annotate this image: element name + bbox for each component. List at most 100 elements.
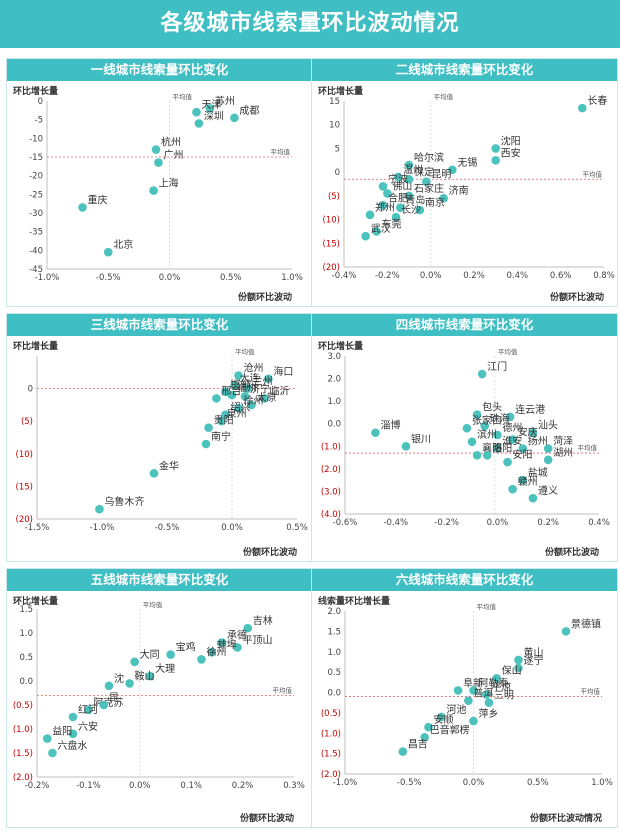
y-tick-label: 1.5: [19, 605, 33, 615]
data-point: [78, 203, 87, 212]
data-point-label: 济宁: [250, 382, 270, 395]
data-point-label: 济南: [449, 184, 469, 197]
y-tick-label: 0.0: [327, 420, 341, 430]
data-point: [149, 186, 158, 195]
data-point: [448, 165, 457, 175]
data-point: [207, 647, 217, 657]
y-tick-label: (0.5): [13, 701, 33, 711]
data-point-label: 平顶山: [242, 634, 272, 646]
y-tick-label: -10: [29, 134, 43, 144]
data-point-label: 邯郸: [231, 378, 251, 391]
data-point-label: 徐州: [206, 645, 226, 658]
data-point: [154, 158, 163, 167]
data-point-label: 连云港: [515, 403, 545, 416]
tier1-scatter-plot: -45 -40 -35 -30 -25 -20 -15 -10 -5 0 -1.0% -0.5% 0.0…: [13, 85, 303, 303]
x-tick-label: -0.2%: [434, 518, 459, 528]
y-tick-label: -5: [35, 116, 43, 126]
data-point: [192, 107, 201, 117]
data-point: [401, 441, 411, 451]
y-axis-title: 线索量环比增长量: [318, 595, 390, 607]
y-axis-title: 环比增长量: [13, 85, 58, 97]
data-point-label: 南宁: [211, 430, 231, 443]
y-tick-label: (15): [323, 239, 340, 249]
data-point: [205, 104, 215, 113]
data-point-label: 无锡: [457, 156, 477, 169]
data-point: [221, 410, 230, 419]
y-tick-label: 1.5: [327, 627, 341, 637]
data-point-label: 红河: [78, 703, 98, 716]
tier3-chart-panel: 三线城市线索量环比变化 (20) (15) (10) (5) 0 -1.5% -1.0% -0…: [6, 313, 313, 562]
data-point-label: 银川: [411, 432, 431, 445]
data-point: [230, 113, 239, 123]
data-point: [561, 627, 571, 636]
y-tick-label: (5): [328, 192, 340, 202]
data-point: [491, 155, 500, 165]
data-point: [472, 451, 482, 460]
y-tick-label: 2.0: [327, 375, 341, 385]
y-tick-label: 0.0: [19, 677, 33, 687]
data-point-label: 淮安: [502, 435, 522, 448]
data-point: [528, 428, 538, 438]
data-point-label: 宝鸡: [176, 641, 196, 654]
data-point: [234, 371, 243, 380]
tier1-chart-title: 一线城市线索量环比变化: [7, 59, 312, 81]
data-point: [243, 384, 252, 393]
data-point-label: 青岛: [405, 194, 425, 207]
data-point-label: 大连: [240, 371, 260, 384]
data-point: [578, 103, 587, 113]
y-tick-label: 0: [38, 97, 43, 107]
data-point: [508, 484, 517, 494]
tier2-scatter-plot: (20) (15) (10) (5) 0 5 10 15 -0.4% -0.2% 0.0% 0.2% 0…: [318, 85, 615, 303]
data-point-label: 大同: [140, 648, 160, 661]
x-tick-label: 0.0%: [420, 271, 442, 281]
y-axis-title: 环比增长量: [318, 340, 363, 352]
x-tick-label: 0.0%: [129, 781, 151, 791]
data-point: [201, 439, 211, 449]
data-point-label: 张家口: [472, 414, 502, 427]
x-tick-label: 0.5%: [220, 273, 242, 283]
data-point-label: 湖州: [553, 447, 573, 459]
data-point-label: 沈阳: [501, 134, 521, 147]
tier3-chart-title: 三线城市线索量环比变化: [7, 314, 312, 336]
data-point-label: 贵阳: [214, 414, 234, 427]
data-point: [420, 733, 429, 742]
data-point: [151, 145, 161, 154]
data-point: [104, 681, 114, 691]
data-point-label: 洛阳: [492, 441, 512, 454]
data-point: [415, 205, 425, 215]
x-tick-label: 0.0%: [159, 273, 181, 283]
data-point: [212, 394, 221, 403]
data-point-label: 合肥: [388, 191, 408, 204]
data-point: [240, 392, 250, 401]
data-point: [95, 504, 104, 514]
data-point: [221, 387, 230, 397]
data-point-label: 昌吉: [408, 739, 428, 751]
tier6-scatter-plot: (2.0) (1.5) (1.0) (0.5) 0.0 0.5 1.0 1.5 2.0 -1.0%…: [318, 595, 613, 824]
x-tick-label: 0.0%: [487, 518, 509, 528]
data-point: [194, 119, 204, 128]
data-point: [42, 734, 52, 743]
x-tick-label: 0.5%: [286, 523, 308, 533]
data-point: [514, 655, 523, 665]
x-tick-label: 0.1%: [180, 781, 202, 791]
data-point: [472, 410, 482, 419]
data-point: [518, 444, 528, 453]
data-point: [505, 412, 515, 422]
data-point: [230, 381, 239, 390]
data-point: [145, 671, 155, 681]
tier4-scatter-plot: (4.0) (3.0) (2.0) (1.0) 0.0 1.0 2.0 3.0 -0.6% -0.…: [318, 340, 610, 558]
data-point-label: 东莞: [382, 217, 402, 230]
x-tick-label: 0.3%: [283, 781, 305, 791]
data-point: [234, 403, 243, 413]
data-point: [493, 430, 502, 440]
y-tick-label: (2.0): [13, 773, 33, 783]
data-point: [493, 444, 502, 453]
data-point: [383, 189, 392, 198]
x-tick-label: -0.6%: [333, 518, 358, 528]
data-point: [130, 657, 139, 667]
x-tick-label: -0.4%: [383, 518, 408, 528]
data-point-label: 温州: [403, 164, 423, 176]
y-tick-label: (3.0): [321, 487, 341, 497]
y-tick-label: (2.0): [321, 770, 341, 780]
data-point: [437, 712, 446, 722]
